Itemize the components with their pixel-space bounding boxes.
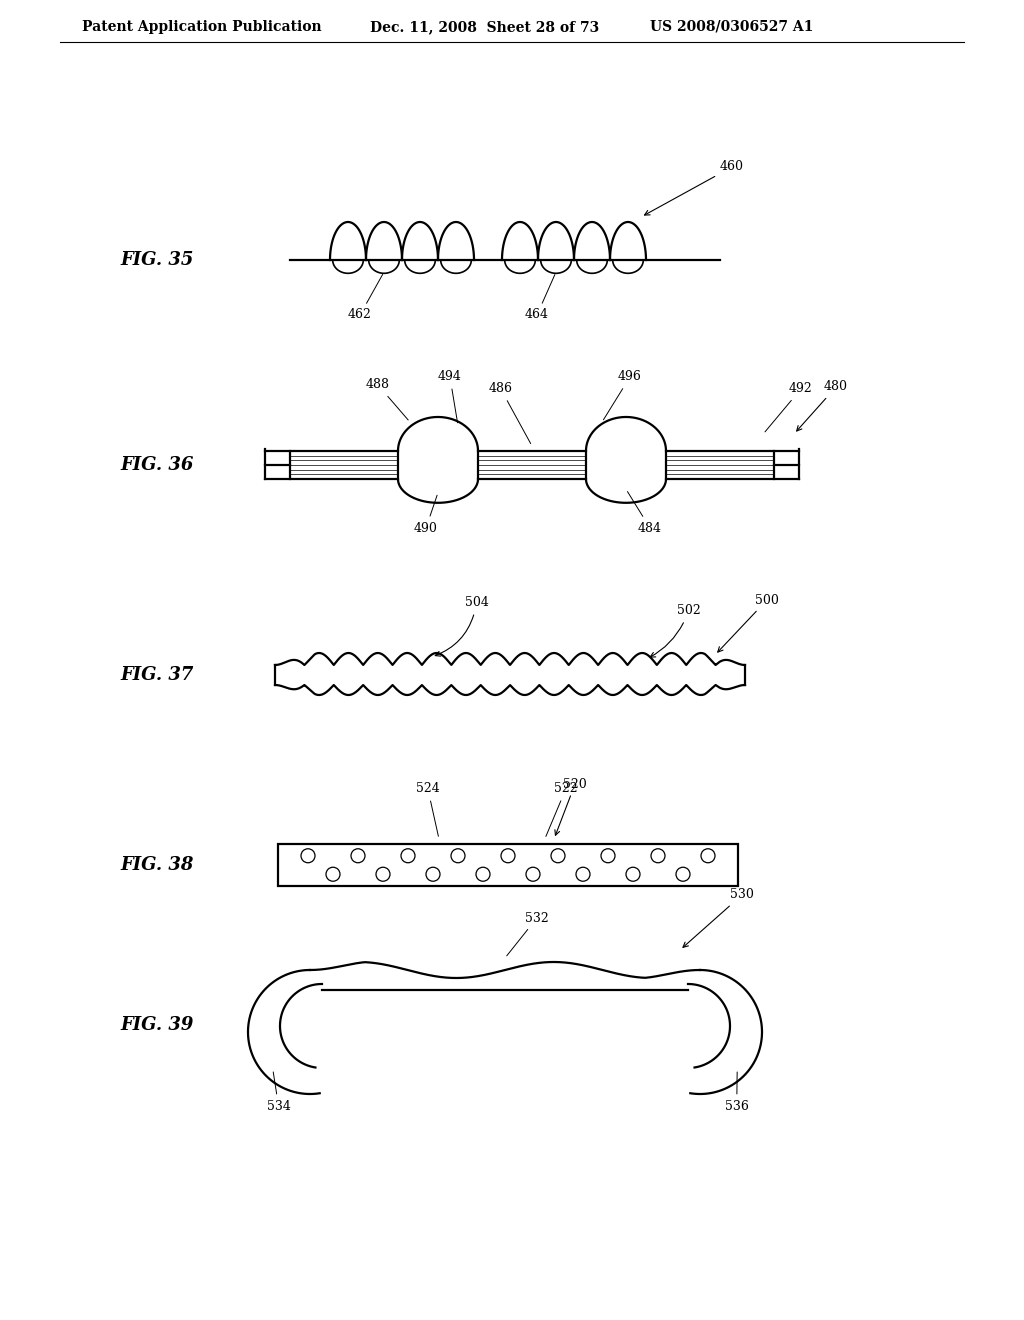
Bar	[666, 451, 774, 479]
Text: FIG. 35: FIG. 35	[120, 251, 194, 269]
Text: Patent Application Publication: Patent Application Publication	[82, 20, 322, 34]
Text: 530: 530	[683, 888, 754, 948]
Text: FIG. 37: FIG. 37	[120, 667, 194, 684]
Text: 486: 486	[488, 383, 530, 444]
Bar	[278, 843, 738, 886]
Text: 534: 534	[266, 1072, 291, 1113]
Text: 500: 500	[718, 594, 779, 652]
Text: FIG. 36: FIG. 36	[120, 455, 194, 474]
Text: 532: 532	[507, 912, 549, 956]
Text: 484: 484	[628, 491, 662, 535]
Text: 462: 462	[348, 275, 383, 322]
Text: 488: 488	[366, 379, 409, 420]
Bar	[290, 451, 398, 479]
Text: 490: 490	[414, 495, 438, 535]
Text: FIG. 38: FIG. 38	[120, 855, 194, 874]
Text: 480: 480	[797, 380, 848, 432]
Text: 492: 492	[765, 383, 813, 432]
Text: 504: 504	[435, 597, 488, 656]
Text: 524: 524	[416, 783, 439, 837]
Text: 464: 464	[525, 275, 555, 322]
Text: US 2008/0306527 A1: US 2008/0306527 A1	[650, 20, 813, 34]
Text: Dec. 11, 2008  Sheet 28 of 73: Dec. 11, 2008 Sheet 28 of 73	[370, 20, 599, 34]
Text: 494: 494	[438, 371, 462, 422]
Text: 536: 536	[725, 1072, 749, 1113]
Text: 502: 502	[650, 605, 700, 657]
Bar	[478, 451, 586, 479]
Text: 522: 522	[546, 783, 578, 837]
Text: 520: 520	[555, 777, 587, 836]
Text: 496: 496	[603, 371, 642, 420]
Text: 460: 460	[644, 161, 744, 215]
Text: FIG. 39: FIG. 39	[120, 1016, 194, 1034]
